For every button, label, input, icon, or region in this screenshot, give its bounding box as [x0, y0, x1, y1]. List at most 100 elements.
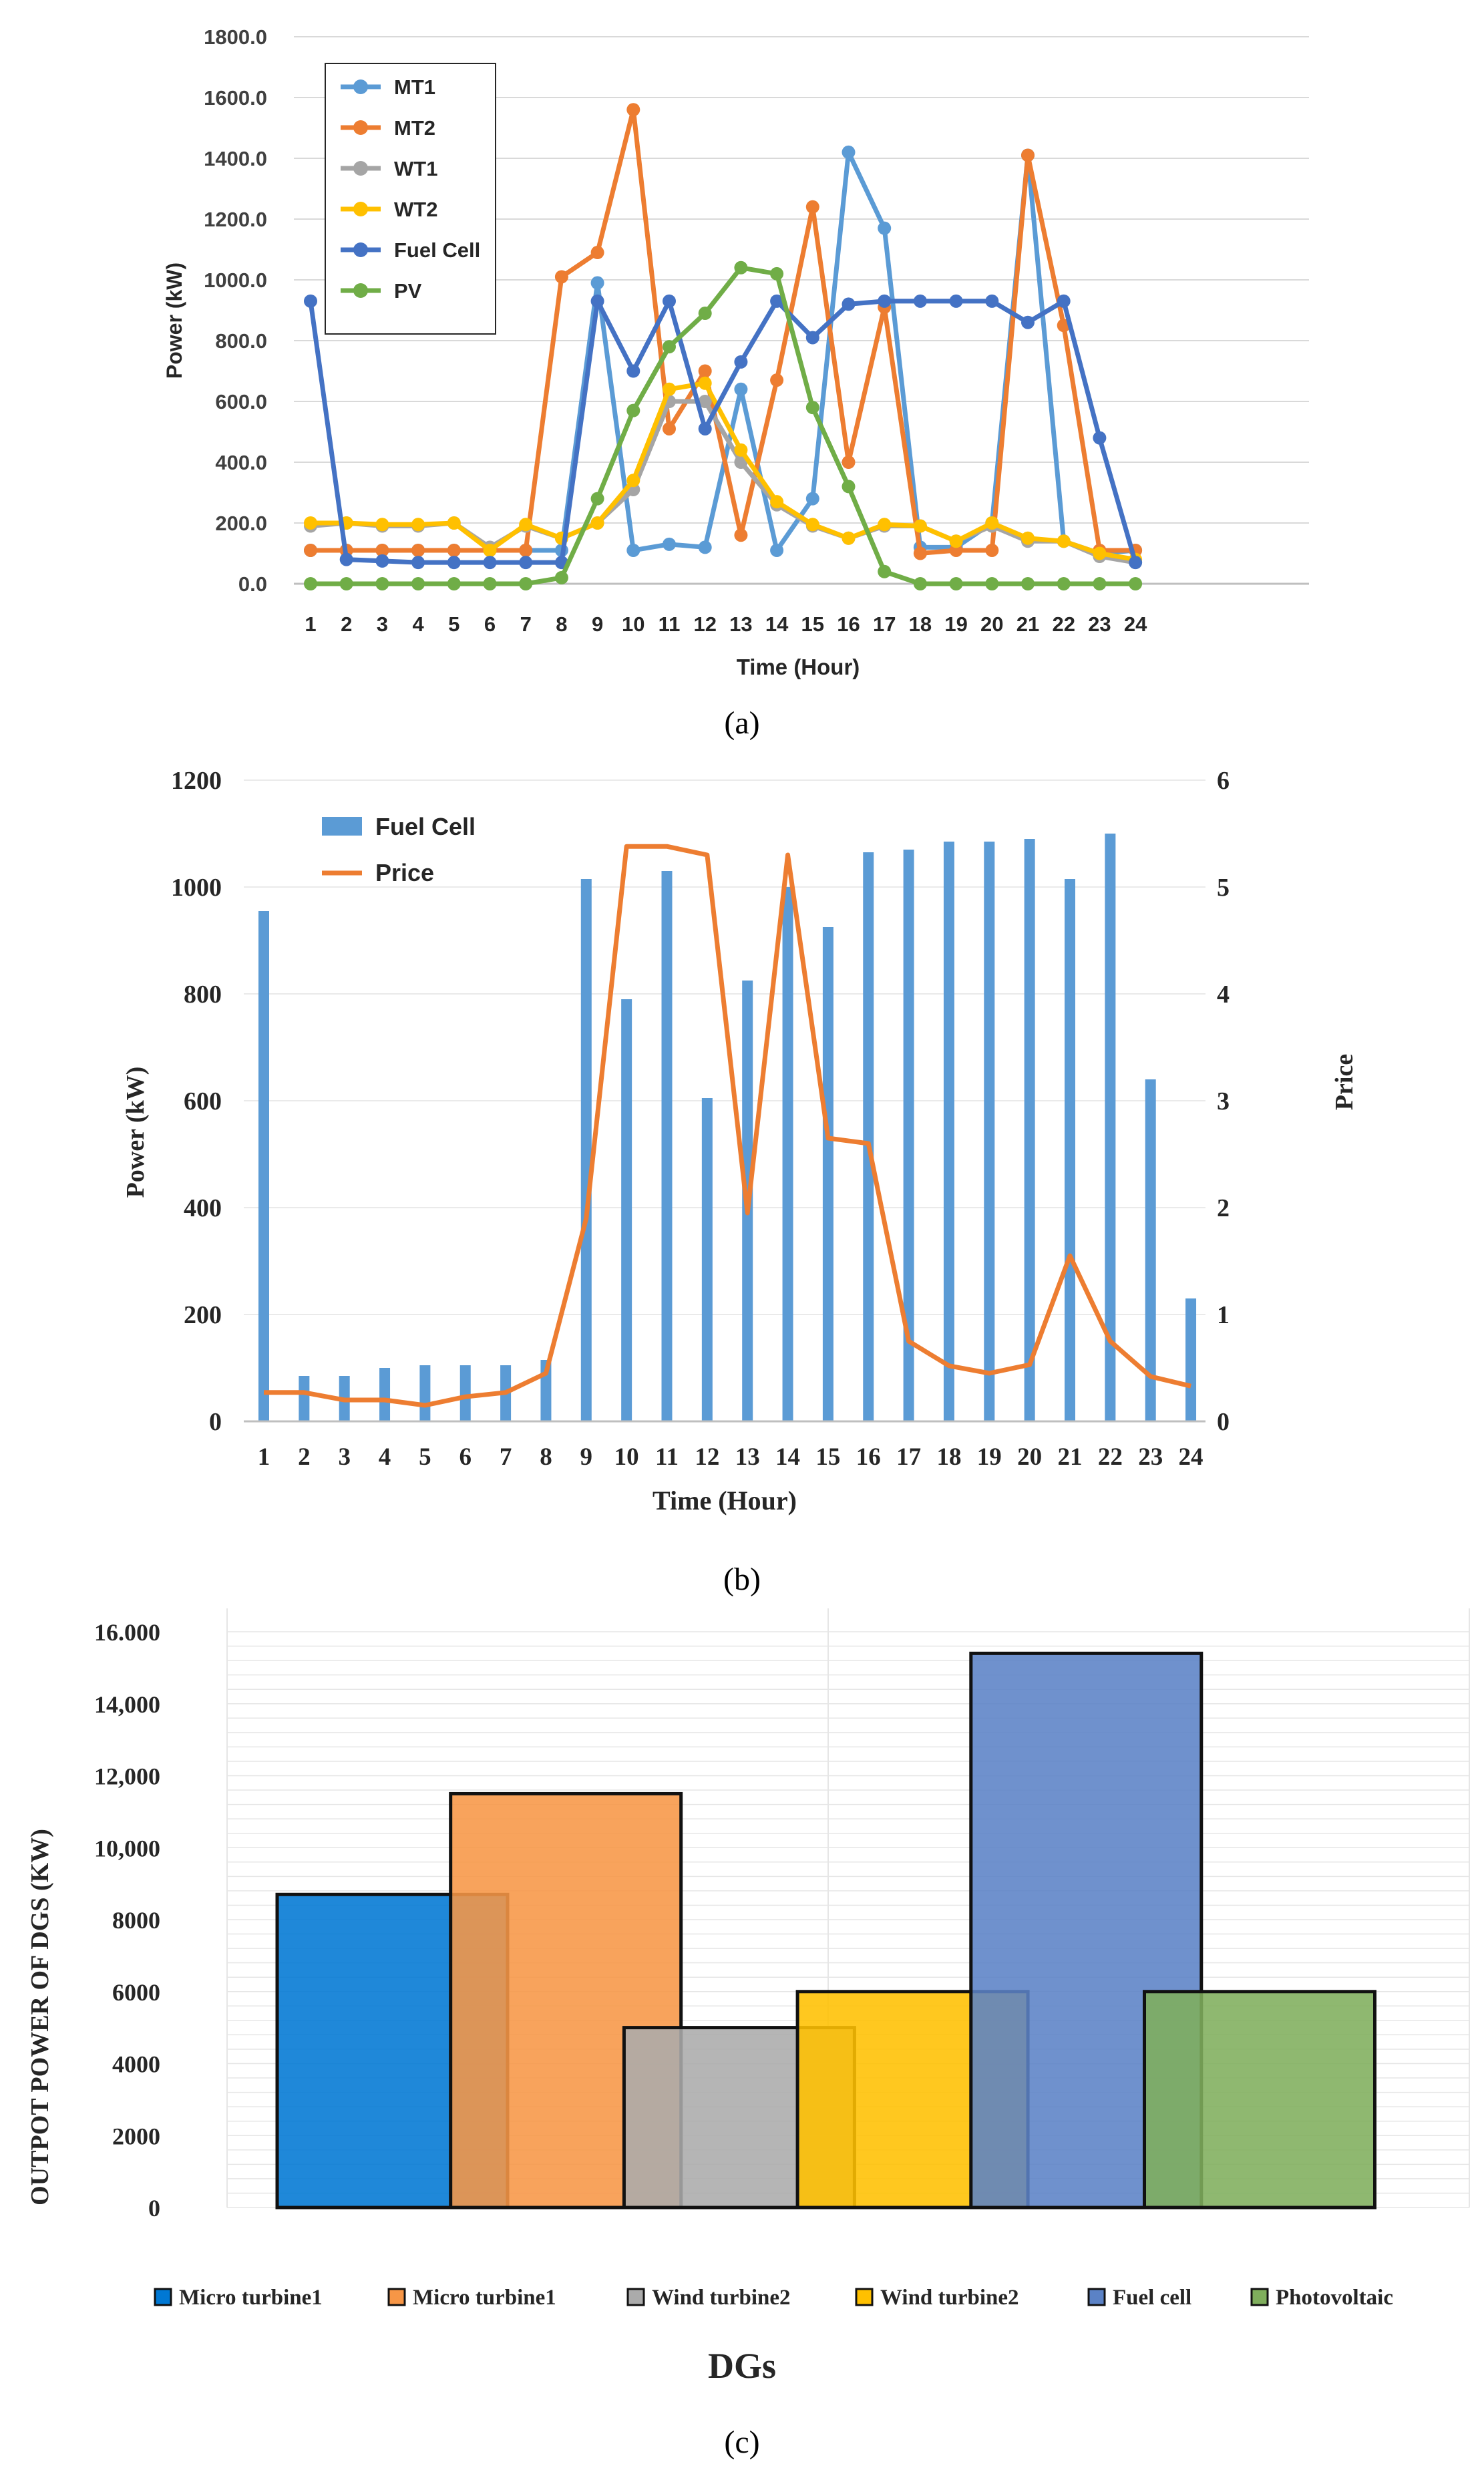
chart-c-x-label: DGs — [708, 2346, 776, 2386]
legend-label-mt2: MT2 — [394, 116, 435, 140]
x-tick-label: 21 — [1016, 612, 1039, 636]
data-point — [663, 421, 676, 435]
chart-c-caption: (c) — [724, 2425, 759, 2460]
x-tick-label: 18 — [936, 1443, 961, 1471]
x-tick-label: 2 — [298, 1443, 311, 1471]
bar — [258, 911, 269, 1421]
data-point — [375, 577, 389, 590]
data-point — [842, 297, 856, 311]
data-point — [985, 543, 999, 557]
data-point — [913, 546, 927, 560]
x-tick-label: 7 — [500, 1443, 512, 1471]
legend-label-fuel-cell: Fuel Cell — [375, 813, 476, 840]
legend-marker-wt2 — [353, 202, 368, 216]
x-tick-label: 1 — [258, 1443, 270, 1471]
data-point — [411, 556, 425, 570]
chart-b-y-label: Power (kW) — [122, 1067, 150, 1198]
data-point — [734, 382, 748, 396]
data-point — [698, 307, 712, 321]
data-point — [913, 294, 927, 308]
x-tick-label: 22 — [1052, 612, 1075, 636]
legend-swatch-photovoltaic — [1250, 2288, 1269, 2306]
data-point — [447, 516, 461, 530]
bar — [782, 887, 793, 1421]
x-tick-label: 24 — [1124, 612, 1147, 636]
chart-a-y-ticks: 0.0 200.0 400.0 600.0 800.0 1000.0 1200.0 1400.… — [204, 25, 267, 596]
data-point — [770, 267, 784, 281]
data-point — [770, 294, 784, 308]
data-point — [805, 401, 819, 415]
data-point — [626, 543, 640, 557]
y-tick-label: 10,000 — [94, 1835, 160, 1862]
legend-marker-mt2 — [353, 120, 368, 135]
bar — [661, 871, 673, 1421]
x-tick-label: 17 — [873, 612, 896, 636]
data-point — [590, 276, 604, 290]
data-point — [878, 518, 892, 532]
chart-c-y-ticks: 0 2000 4000 6000 8000 10,000 12,000 14,000 16.00… — [94, 1619, 160, 2222]
legend-label-pv: PV — [394, 279, 422, 303]
data-point — [985, 294, 999, 308]
y-tick-label: 4000 — [112, 2051, 160, 2078]
legend-label-mt1: MT1 — [394, 75, 435, 99]
y-tick-label: 1000.0 — [204, 269, 267, 292]
legend-marker-mt1 — [353, 79, 368, 94]
x-tick-label: 8 — [556, 612, 567, 636]
y-tick-label: 1400.0 — [204, 147, 267, 170]
x-tick-label: 19 — [944, 612, 967, 636]
data-point — [339, 552, 353, 566]
legend-swatch-fuel-cell — [1087, 2288, 1106, 2306]
x-tick-label: 17 — [896, 1443, 921, 1471]
data-point — [770, 373, 784, 387]
x-tick-label: 13 — [735, 1443, 760, 1471]
y-tick-label: 12,000 — [94, 1763, 160, 1790]
legend-label-wt1: WT1 — [394, 157, 437, 180]
legend-label-micro-turbine1: Micro turbine1 — [413, 2286, 556, 2310]
bar — [379, 1368, 391, 1421]
chart-c-y-label: OUTPOT POWER OF DGS (KW) — [26, 1829, 54, 2206]
chart-a-series — [304, 103, 1143, 590]
bar — [1024, 839, 1035, 1421]
y-tick-label: 200 — [184, 1301, 222, 1329]
x-tick-label: 7 — [520, 612, 532, 636]
data-point — [590, 516, 604, 530]
y-tick-label: 0 — [148, 2195, 160, 2222]
data-point — [770, 543, 784, 557]
bar — [701, 1098, 713, 1421]
x-tick-label: 12 — [695, 1443, 719, 1471]
data-point — [663, 537, 676, 551]
chart-c-bars — [275, 1651, 1376, 2210]
data-point — [1021, 577, 1035, 590]
legend-label-micro-turbine1: Micro turbine1 — [179, 2286, 323, 2310]
y2-tick-label: 2 — [1217, 1194, 1230, 1222]
bar — [621, 999, 632, 1421]
x-tick-label: 9 — [580, 1443, 593, 1471]
x-tick-label: 15 — [801, 612, 824, 636]
x-tick-label: 8 — [540, 1443, 552, 1471]
x-tick-label: 4 — [379, 1443, 391, 1471]
data-point — [842, 145, 856, 159]
data-point — [698, 364, 712, 378]
chart-b-caption: (b) — [723, 1562, 761, 1597]
data-point — [411, 518, 425, 532]
data-point — [483, 543, 497, 557]
y-tick-label: 1800.0 — [204, 25, 267, 49]
data-point — [698, 376, 712, 390]
data-point — [411, 577, 425, 590]
chart-a: 0.0 200.0 400.0 600.0 800.0 1000.0 1200.0 1400.… — [162, 25, 1309, 741]
legend-label-wind-turbine2: Wind turbine2 — [880, 2286, 1019, 2310]
y-tick-label: 1600.0 — [204, 86, 267, 110]
series-pv — [304, 260, 1143, 590]
data-point — [1057, 534, 1071, 548]
data-point — [375, 554, 389, 568]
data-point — [554, 270, 568, 284]
data-point — [1057, 577, 1071, 590]
y-tick-label: 1200 — [171, 767, 222, 795]
data-point — [626, 403, 640, 417]
legend-swatch-wind-turbine2 — [855, 2288, 874, 2306]
data-point — [985, 516, 999, 530]
x-tick-label: 12 — [693, 612, 716, 636]
chart-a-y-label: Power (kW) — [162, 262, 186, 379]
chart-b-gridlines — [244, 779, 1205, 1315]
